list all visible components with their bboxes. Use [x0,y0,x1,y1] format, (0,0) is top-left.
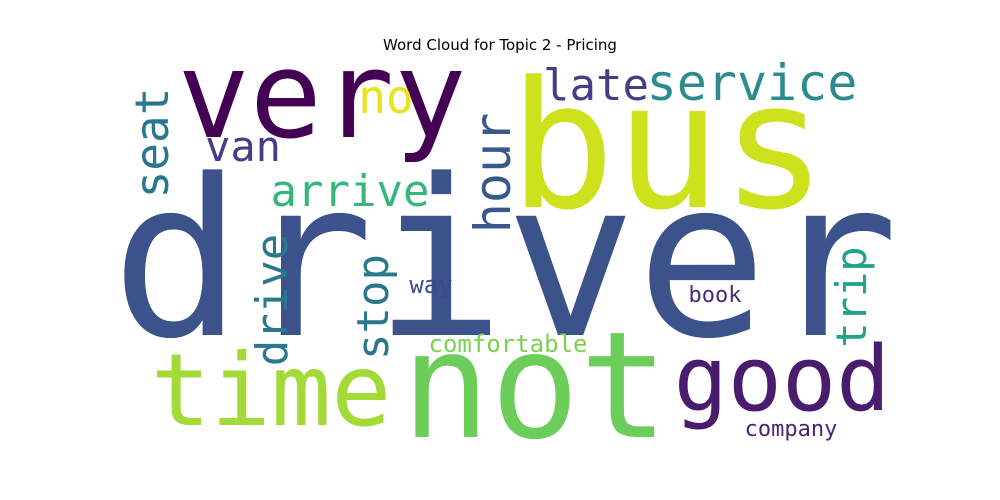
word-way: way [409,271,452,299]
word-stop: stop [348,254,399,360]
chart-title: Word Cloud for Topic 2 - Pricing [383,36,617,54]
word-seat: seat [125,88,179,199]
word-late: late [543,60,649,111]
word-time: time [151,332,392,449]
word-company: company [745,417,838,442]
word-hour: hour [464,113,522,233]
word-trip: trip [827,246,876,347]
word-good: good [674,327,891,432]
word-van: van [205,122,281,171]
word-comfortable: comfortable [429,330,588,358]
word-very: very [178,27,467,166]
word-arrive: arrive [271,166,430,217]
word-service: service [647,54,858,112]
word-book: book [689,283,742,308]
word-no: no [358,70,413,124]
word-drive: drive [247,234,298,366]
word-not: not [401,300,668,472]
word-driver: driver [111,134,898,387]
word-bus: bus [509,44,827,249]
